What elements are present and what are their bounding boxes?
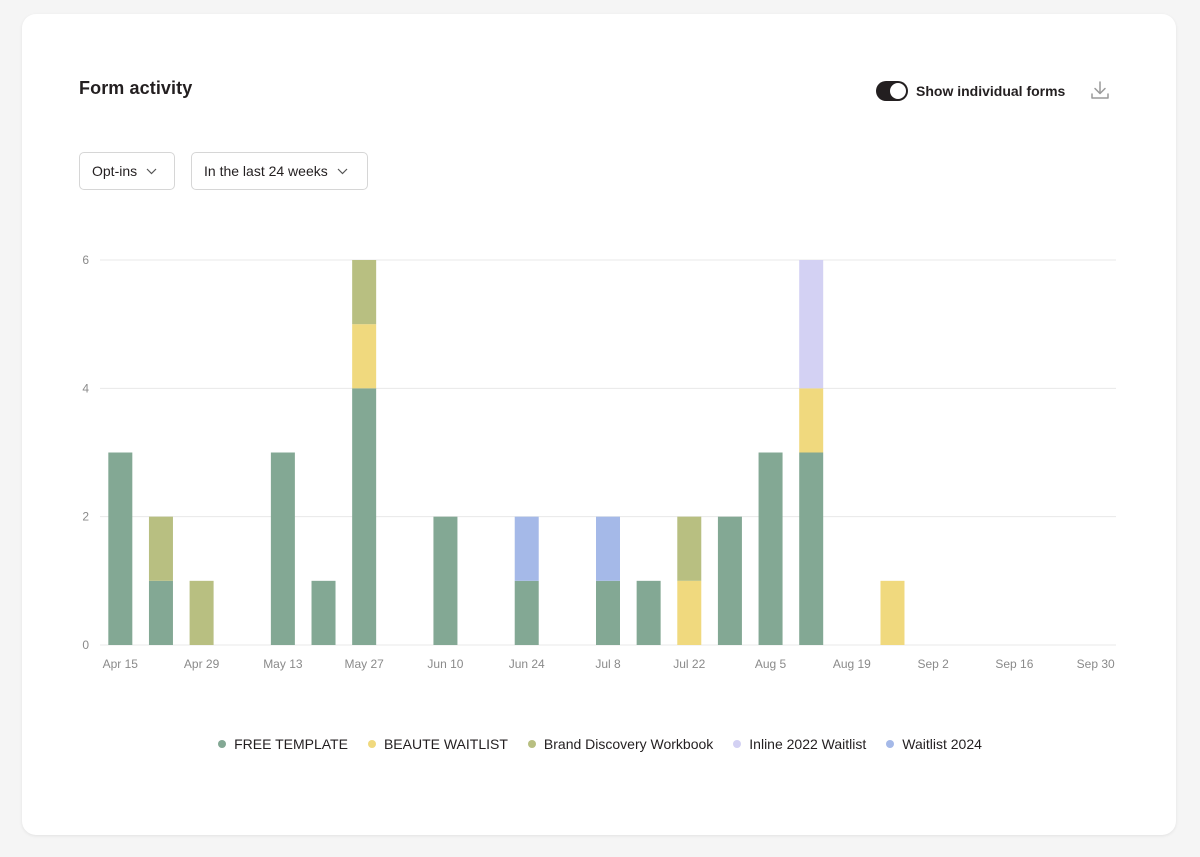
legend-label: Inline 2022 Waitlist [749,736,867,752]
legend-dot-icon [218,740,227,748]
legend-item[interactable]: Inline 2022 Waitlist [733,730,866,758]
bar-segment [148,516,173,581]
bar-segment [596,516,620,581]
x-tick-label: May 13 [263,657,303,671]
x-tick-label: Jul 8 [595,657,621,671]
legend-dot-icon [367,740,376,748]
y-tick-label: 2 [82,510,89,524]
date-range-dropdown-value: In the last 24 weeks [204,163,328,179]
bar-segment [433,516,458,645]
form-activity-card [22,14,1176,835]
bar-segment [514,580,539,645]
legend-item[interactable]: BEAUTE WAITLIST [367,730,508,758]
bar-segment [352,324,377,389]
bar-segment [108,452,133,645]
bar-segment [514,516,539,581]
bar-segment [799,452,824,645]
legend-label: Brand Discovery Workbook [543,736,714,752]
x-tick-label: Jun 10 [427,657,463,671]
legend-label: Waitlist 2024 [902,736,982,752]
legend-label: BEAUTE WAITLIST [383,736,508,752]
bar-segment [758,452,783,645]
legend-dot-icon [886,740,895,748]
legend-item[interactable]: Brand Discovery Workbook [527,730,714,758]
x-tick-label: Jul 22 [673,657,705,671]
chart-legend: FREE TEMPLATE BEAUTE WAITLIST Brand Discov… [200,730,1000,758]
legend-label: FREE TEMPLATE [234,736,348,752]
bar-segment [799,260,824,389]
bar-segment [677,580,702,645]
x-tick-label: Sep 30 [1077,657,1115,671]
metric-dropdown-value: Opt-ins [92,163,138,179]
bar-segment [880,580,905,645]
x-tick-label: May 27 [344,657,384,671]
bar-segment [352,388,377,645]
x-tick-label: Sep 16 [995,657,1033,671]
download-icon[interactable] [1089,79,1111,101]
x-tick-label: Aug 5 [755,657,787,671]
bar-segment [270,452,295,645]
show-individual-forms-toggle[interactable]: Show individual forms [876,80,1065,102]
x-tick-label: Apr 29 [184,657,220,671]
bar-segment [717,516,742,645]
chevron-down-icon [146,168,157,174]
bar-segment [799,388,824,453]
legend-dot-icon [527,740,536,748]
bar-segment [352,260,377,325]
bar-segment [148,580,173,645]
x-tick-label: Jun 24 [509,657,545,671]
x-tick-label: Sep 2 [917,657,949,671]
y-tick-label: 4 [82,381,89,395]
bar-segment [636,580,661,645]
legend-item[interactable]: FREE TEMPLATE [218,730,348,758]
toggle-label: Show individual forms [916,83,1066,99]
card-title: Form activity [79,78,193,98]
metric-dropdown[interactable]: Opt-ins [79,152,175,190]
stacked-bar-chart: 0 2 4 6 Apr 15 Apr 29 May 13 May 27 Jun 10 Jun 24… [82,253,1116,671]
date-range-dropdown[interactable]: In the last 24 weeks [191,152,368,190]
x-tick-label: Aug 19 [833,657,871,671]
toggle-knob [890,83,906,99]
bar-segment [311,580,336,645]
legend-item[interactable]: Waitlist 2024 [886,730,982,758]
chevron-down-icon [337,168,348,174]
bar-segment [189,580,214,645]
y-tick-label: 0 [82,638,89,652]
toggle-switch[interactable] [876,81,908,101]
bar-segment [677,516,702,581]
bar-segment [596,580,620,645]
y-tick-label: 6 [82,253,89,267]
x-tick-label: Apr 15 [103,657,139,671]
legend-dot-icon [733,740,742,748]
